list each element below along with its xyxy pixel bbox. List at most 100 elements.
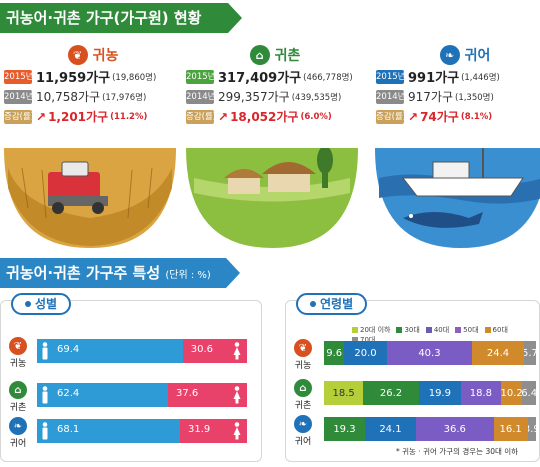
age-value-label: 24.4 (486, 347, 510, 359)
male-bar-segment: 62.4 (37, 383, 169, 407)
age-value-label: 10.2 (500, 387, 523, 399)
year-badge-2015: 2015년 (186, 69, 216, 84)
male-person-icon (42, 386, 48, 404)
section-title-text: 귀농어·귀촌 가구주 특성 (6, 264, 161, 282)
age-value-label: 24.1 (379, 423, 402, 435)
age-row-label: ❦ 귀농 (290, 339, 316, 371)
gender-bar: 69.4 30.6 (37, 339, 247, 363)
village-stats-column: ⌂ 귀촌 2015년 317,409가구 (466,778명) 2014년 299,3… (186, 44, 364, 126)
house-icon: ⌂ (9, 381, 27, 399)
male-person-icon (42, 342, 48, 360)
age-bar-segment: 36.6 (415, 417, 494, 441)
value-2014-persons: (17,976명) (102, 92, 147, 103)
age-value-label: 16.1 (499, 423, 522, 435)
value-2015-persons: (1,446명) (461, 72, 500, 83)
legend-item: 70대 (352, 335, 375, 345)
legend-item: 40대 (425, 325, 450, 335)
age-bar: 18.5 26.2 19.9 18.8 10.2 6.4 (324, 381, 536, 405)
age-value-label: 3.9 (528, 423, 536, 435)
wheat-icon: ❦ (294, 339, 312, 357)
section-title-characteristics: 귀농어·귀촌 가구주 특성 (단위 : %) (0, 258, 240, 288)
female-value-label: 30.6 (190, 344, 213, 355)
legend-swatch (425, 327, 432, 333)
age-bar-segment: 16.1 (493, 417, 528, 441)
male-value-label: 62.4 (57, 388, 80, 399)
value-change-rate: (11.2%) (110, 111, 148, 122)
fishing-boat-illustration (375, 148, 540, 248)
age-bar-segment: 6.4 (522, 381, 536, 405)
legend-label: 20대 이하 (360, 326, 391, 334)
age-bar-segment: 24.1 (364, 417, 416, 441)
legend-item: 20대 이하 (352, 325, 390, 335)
house-icon: ⌂ (294, 379, 312, 397)
fish-stats-column: ❧ 귀어 2015년 991가구 (1,446명) 2014년 917가구 (1,350… (376, 44, 540, 126)
age-bar-segment: 19.3 (324, 417, 365, 441)
age-bar-segment: 18.8 (460, 381, 501, 405)
legend-label: 40대 (433, 326, 450, 334)
value-2015-persons: (19,860명) (112, 72, 157, 83)
column-title: 귀어 (464, 48, 491, 64)
gender-chart-panel: 성별 ❦ 귀농 69.4 30.6 ⌂ 귀촌 62.4 37.6 ❧ 귀어 68.1 31.9 (0, 293, 262, 462)
legend-label: 50대 (463, 326, 479, 334)
category-label: 귀촌 (294, 401, 312, 411)
male-bar-segment: 68.1 (37, 419, 180, 443)
age-value-label: 20.0 (354, 347, 377, 359)
male-bar-segment: 69.4 (37, 339, 183, 363)
value-2014-persons: (439,535명) (291, 92, 342, 103)
value-change-rate: (8.1%) (460, 111, 493, 122)
legend-swatch (455, 327, 462, 333)
legend-swatch (352, 327, 358, 333)
age-bar-segment: 3.9 (527, 417, 536, 441)
gender-row-label: ⌂ 귀촌 (5, 381, 31, 413)
year-badge-2014: 2014년 (186, 89, 216, 104)
value-2014: 917가구 (408, 90, 453, 104)
unit-label: (단위 : %) (165, 270, 211, 281)
age-value-label: 18.8 (469, 387, 492, 399)
house-icon: ⌂ (249, 45, 270, 65)
age-value-label: 18.5 (332, 387, 355, 399)
fish-icon: ❧ (9, 417, 27, 435)
year-badge-2015: 2015년 (376, 69, 406, 84)
wheat-icon: ❦ (9, 337, 27, 355)
year-badge-2015: 2015년 (4, 69, 34, 84)
female-value-label: 31.9 (188, 424, 211, 435)
category-label: 귀어 (9, 439, 27, 449)
change-badge: 증감(률) (376, 109, 407, 124)
age-row-label: ❧ 귀어 (290, 415, 316, 447)
legend-item: 30대 (396, 325, 420, 335)
female-person-icon (233, 422, 241, 440)
panel-title: 연령별 (320, 297, 354, 311)
change-badge: 증감(률) (186, 109, 217, 124)
category-label: 귀촌 (9, 403, 27, 413)
age-bar-segment: 20.0 (344, 341, 387, 365)
change-badge: 증감(률) (4, 109, 35, 124)
male-value-label: 69.4 (57, 344, 80, 355)
legend-item: 60대 (484, 325, 508, 335)
age-legend: 20대 이하 30대 40대 50대 60대 70대 (352, 325, 535, 345)
value-change-rate: (6.0%) (300, 111, 332, 122)
age-chart-panel: 연령별 20대 이하 30대 40대 50대 60대 70대 ❦ 귀농 9.6 20.0 40.3… (285, 293, 540, 462)
male-value-label: 68.1 (57, 424, 80, 435)
female-person-icon (233, 386, 241, 404)
value-2014: 299,357가구 (218, 90, 290, 104)
column-title: 귀농 (92, 48, 119, 64)
value-change: 1,201가구 (48, 110, 109, 124)
legend-swatch (396, 327, 403, 333)
age-value-label: 26.2 (379, 387, 403, 399)
age-row-label: ⌂ 귀촌 (290, 379, 316, 411)
category-label: 귀어 (294, 437, 312, 447)
age-value-label: 5.7 (523, 347, 536, 359)
female-value-label: 37.6 (176, 388, 199, 399)
harvest-scene-illustration (4, 148, 176, 248)
value-2015: 11,959가구 (36, 71, 111, 86)
age-bar-segment: 5.7 (523, 341, 536, 365)
value-2014: 10,758가구 (36, 90, 101, 104)
female-bar-segment: 30.6 (182, 339, 247, 363)
value-2015-persons: (466,778명) (303, 72, 353, 83)
age-bar-segment: 9.6 (324, 341, 345, 365)
age-bar-segment: 18.5 (324, 381, 364, 405)
fish-icon: ❧ (439, 45, 460, 65)
value-2014-persons: (1,350명) (455, 92, 494, 103)
increase-arrow-icon: ↗ (218, 109, 229, 124)
panel-tab-gender: 성별 (11, 293, 72, 315)
